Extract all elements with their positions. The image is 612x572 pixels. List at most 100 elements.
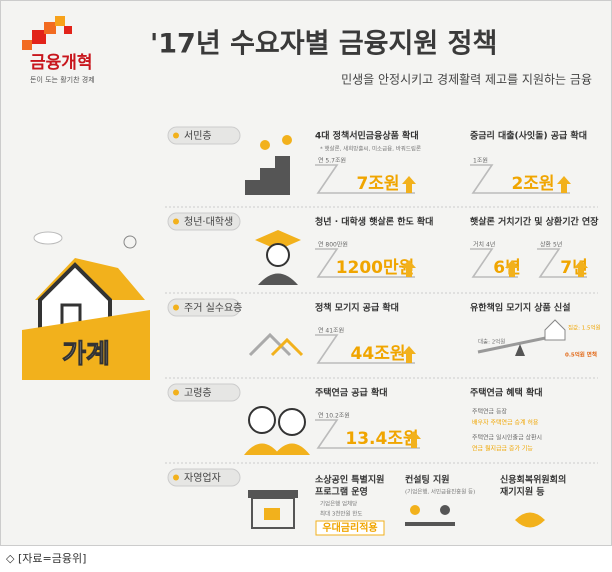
item-title: 주택연금 혜택 확대 <box>470 387 543 399</box>
item-from: 거치 4년 <box>473 241 495 249</box>
pill-dot <box>173 389 179 396</box>
house-small <box>544 319 566 341</box>
item-line: 배우자 주택연금 승계 허용 <box>472 419 539 427</box>
item-to: 44조원 <box>351 344 406 364</box>
zigzag <box>315 164 415 194</box>
section-label: 주거 실수요층 <box>184 302 242 314</box>
highlight-box <box>315 520 385 536</box>
up-arrow <box>402 176 416 193</box>
item-to: 2조원 <box>511 174 554 194</box>
item-title: 주택연금 공급 확대 <box>315 387 388 399</box>
cap <box>255 230 301 250</box>
item-from: 연 5.7조원 <box>318 157 346 165</box>
house-illustration: 가계 <box>22 231 150 380</box>
zigzag <box>470 248 518 278</box>
price: 집값: 1.5억원 <box>568 324 601 332</box>
source: ◇ [자료=금융위] <box>6 552 86 565</box>
highlight: 우대금리적용 <box>322 521 377 534</box>
subtitle: 민생을 안정시키고 경제활력 제고를 지원하는 금융 <box>341 73 592 87</box>
seesaw <box>477 319 566 356</box>
section-pill <box>167 298 241 317</box>
cloud <box>33 231 63 245</box>
item-from: 연 41조원 <box>318 327 344 335</box>
up-arrow <box>407 431 421 448</box>
section-label: 고령층 <box>184 387 212 399</box>
person <box>410 505 420 515</box>
item-from: 연 800만원 <box>318 241 348 249</box>
section-pill <box>167 383 241 402</box>
item-line: 기업은행 업체당 <box>320 500 357 508</box>
item-note: (기업은행, 서민금융진흥원 등) <box>405 488 475 496</box>
zigzag <box>315 334 415 364</box>
item-title: 중금리 대출(사잇돌) 공급 확대 <box>470 130 587 142</box>
item-line: 연금 월지급금 증가 기능 <box>472 445 533 453</box>
zigzag <box>315 419 420 449</box>
icon-hands <box>515 512 545 528</box>
head <box>266 243 290 267</box>
logo: 금융개혁 돈이 도는 활기찬 경제 <box>22 16 95 84</box>
item-title: 소상공인 특별지원 <box>315 474 384 486</box>
roof <box>248 332 292 357</box>
icon-stairs <box>245 135 292 195</box>
roof <box>270 337 304 357</box>
zigzag <box>470 164 570 194</box>
item-line: 주택연금 등장 <box>472 408 508 416</box>
person <box>440 505 450 515</box>
logo-square <box>32 30 46 44</box>
item-title: 신용회복위원회의 <box>500 474 566 486</box>
logo-square <box>55 16 65 26</box>
item-title: 프로그램 운영 <box>315 486 368 498</box>
item-to: 13.4조원 <box>345 429 418 449</box>
item-to: 1200만원 <box>336 258 415 278</box>
section-label: 서민층 <box>184 130 212 142</box>
logo-square <box>22 40 32 50</box>
logo-square <box>44 22 56 34</box>
item-title: 햇살론 거치기간 및 상환기간 연장 <box>470 216 599 228</box>
face <box>248 406 276 434</box>
pill-dot <box>173 218 179 225</box>
item-from: 1조원 <box>473 157 488 165</box>
table <box>405 522 455 526</box>
item-note: * 햇살론, 새희망홀씨, 미소금융, 바꿔드림론 <box>320 145 421 153</box>
icon-consult <box>405 505 455 526</box>
icon-roof <box>248 332 304 357</box>
item-line: 최대 3천만원 한도 <box>320 510 362 518</box>
item-title: 재기지원 등 <box>500 486 545 498</box>
section-label: 자영업자 <box>184 471 221 484</box>
zigzag <box>537 248 587 278</box>
section-pill <box>167 212 241 231</box>
up-arrow <box>402 260 416 277</box>
exempt: 0.5억원 면책 <box>565 351 597 359</box>
box <box>264 508 280 520</box>
title: '17년 수요자별 금융지원 정책 <box>150 29 497 60</box>
logo-name: 금융개혁 <box>30 52 93 73</box>
up-arrow <box>557 176 571 193</box>
logo-slogan: 돈이 도는 활기찬 경제 <box>30 75 95 84</box>
icon-shop <box>248 490 298 529</box>
item-title: 정책 모기지 공급 확대 <box>315 302 399 314</box>
body <box>244 443 280 455</box>
figure <box>282 135 292 145</box>
pivot <box>515 344 525 356</box>
item-title: 유한책임 모기지 상품 신설 <box>470 302 570 314</box>
house-label: 가계 <box>62 340 110 370</box>
label-band <box>22 310 150 380</box>
item-from: 연 10.2조원 <box>318 412 350 420</box>
pill-dot <box>173 132 179 139</box>
item-title: 컨설팅 지원 <box>405 474 450 486</box>
pill-dot <box>173 474 179 481</box>
logo-square <box>64 26 72 34</box>
stairs <box>245 156 290 195</box>
section-pill <box>167 468 241 487</box>
item-from: 상환 5년 <box>540 241 562 249</box>
hands <box>515 512 545 528</box>
sun <box>123 235 137 249</box>
item-title: 4대 정책서민금융상품 확대 <box>315 130 419 142</box>
zigzag <box>315 248 415 278</box>
loan: 대출: 2억원 <box>478 338 505 346</box>
body <box>274 443 310 455</box>
item-line: 주택연금 일시인출금 상환시 <box>472 434 542 442</box>
shop <box>251 497 295 529</box>
